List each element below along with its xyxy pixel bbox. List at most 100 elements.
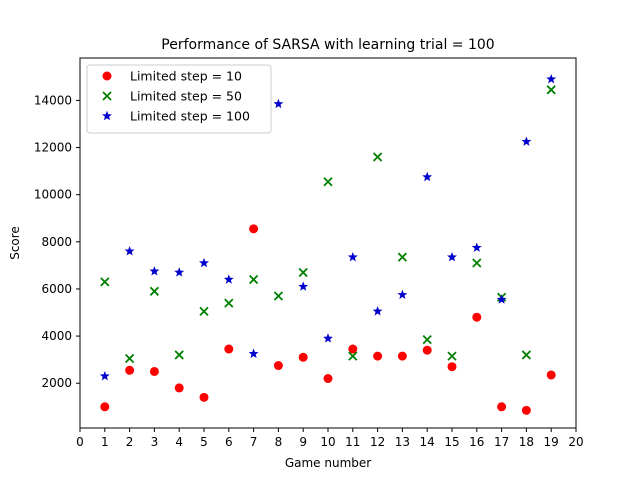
data-point (323, 333, 333, 343)
data-point (298, 267, 308, 278)
y-axis: 2000 4000 6000 8000 10000 12000 14000 (34, 93, 80, 390)
data-point (472, 312, 482, 322)
x-tick-label: 5 (200, 435, 208, 449)
data-point (273, 98, 284, 109)
legend-marker (102, 91, 112, 101)
data-point (199, 306, 209, 316)
data-point (373, 351, 383, 361)
data-point (497, 402, 507, 412)
series-2 (100, 85, 556, 364)
y-tick-label: 8000 (41, 235, 72, 249)
data-point (100, 402, 110, 412)
data-point (100, 277, 110, 287)
data-point (422, 171, 433, 182)
chart-title: Performance of SARSA with learning trial… (161, 37, 494, 53)
x-tick-label: 12 (370, 435, 385, 449)
data-point (546, 74, 557, 84)
x-tick-label: 7 (250, 435, 258, 449)
series-3 (99, 74, 557, 381)
data-point (422, 345, 432, 355)
data-point (323, 374, 333, 384)
x-tick-label: 11 (345, 435, 360, 449)
data-point (422, 334, 432, 345)
x-tick-label: 4 (175, 435, 183, 449)
x-axis-label: Game number (285, 456, 371, 470)
data-point (447, 351, 457, 361)
data-point (521, 136, 532, 146)
legend-label: Limited step = 50 (130, 89, 242, 104)
data-point (447, 251, 457, 262)
y-tick-label: 12000 (34, 141, 72, 155)
data-point (472, 258, 482, 268)
data-point (372, 306, 383, 316)
x-tick-label: 1 (101, 435, 109, 449)
data-point (298, 352, 308, 362)
data-point (99, 370, 110, 381)
x-tick-label: 19 (544, 435, 559, 449)
data-point (348, 344, 358, 354)
x-tick-label: 0 (76, 435, 84, 449)
data-point (149, 266, 160, 276)
data-point (174, 350, 184, 360)
data-point (273, 291, 284, 301)
x-tick-label: 13 (395, 435, 410, 449)
x-tick-label: 18 (519, 435, 534, 449)
y-tick-label: 10000 (34, 188, 72, 202)
legend-label: Limited step = 10 (130, 69, 242, 84)
data-point (125, 365, 135, 375)
y-tick-label: 14000 (34, 93, 72, 107)
data-point (546, 85, 556, 95)
y-axis-label: Score (8, 226, 22, 260)
x-tick-label: 8 (275, 435, 283, 449)
data-point (199, 392, 209, 402)
x-tick-label: 6 (225, 435, 233, 449)
legend-marker (102, 110, 112, 121)
legend-label: Limited step = 100 (130, 109, 250, 124)
legend-marker (102, 71, 112, 81)
data-point (248, 274, 259, 285)
data-point (496, 294, 507, 304)
data-point (298, 281, 309, 291)
data-point (447, 362, 457, 372)
data-point (521, 350, 532, 360)
y-tick-label: 2000 (41, 376, 72, 390)
data-point (149, 366, 159, 376)
data-point (397, 289, 408, 300)
data-point (224, 344, 234, 354)
x-axis: 0 1 2 3 4 5 6 7 8 9 10 11 12 13 14 15 16 17 18 19 20 (76, 428, 584, 449)
x-tick-label: 14 (420, 435, 435, 449)
data-point (323, 177, 333, 187)
data-point (223, 274, 234, 284)
x-tick-label: 2 (126, 435, 134, 449)
data-point (224, 298, 234, 308)
data-point (174, 267, 185, 277)
data-point (348, 351, 358, 361)
data-point (397, 351, 407, 361)
data-point (546, 370, 556, 380)
data-point (124, 353, 135, 364)
y-tick-label: 4000 (41, 329, 72, 343)
data-point (397, 252, 408, 262)
data-point (471, 242, 482, 252)
data-point (124, 246, 135, 256)
data-point (273, 361, 283, 371)
data-point (249, 224, 259, 234)
x-tick-label: 3 (151, 435, 159, 449)
data-point (248, 348, 259, 358)
data-point (347, 251, 358, 262)
legend-box (86, 64, 272, 134)
x-tick-label: 10 (320, 435, 335, 449)
x-tick-label: 9 (299, 435, 307, 449)
x-tick-label: 17 (494, 435, 509, 449)
x-tick-label: 16 (469, 435, 484, 449)
y-tick-label: 6000 (41, 282, 72, 296)
data-point (372, 152, 383, 162)
data-point (199, 257, 209, 268)
series-1 (100, 224, 556, 415)
legend: Limited step = 10 Limited step = 50 Limite… (86, 64, 272, 134)
data-points (99, 74, 557, 415)
data-point (521, 405, 531, 415)
data-point (174, 383, 184, 393)
x-tick-label: 20 (568, 435, 583, 449)
